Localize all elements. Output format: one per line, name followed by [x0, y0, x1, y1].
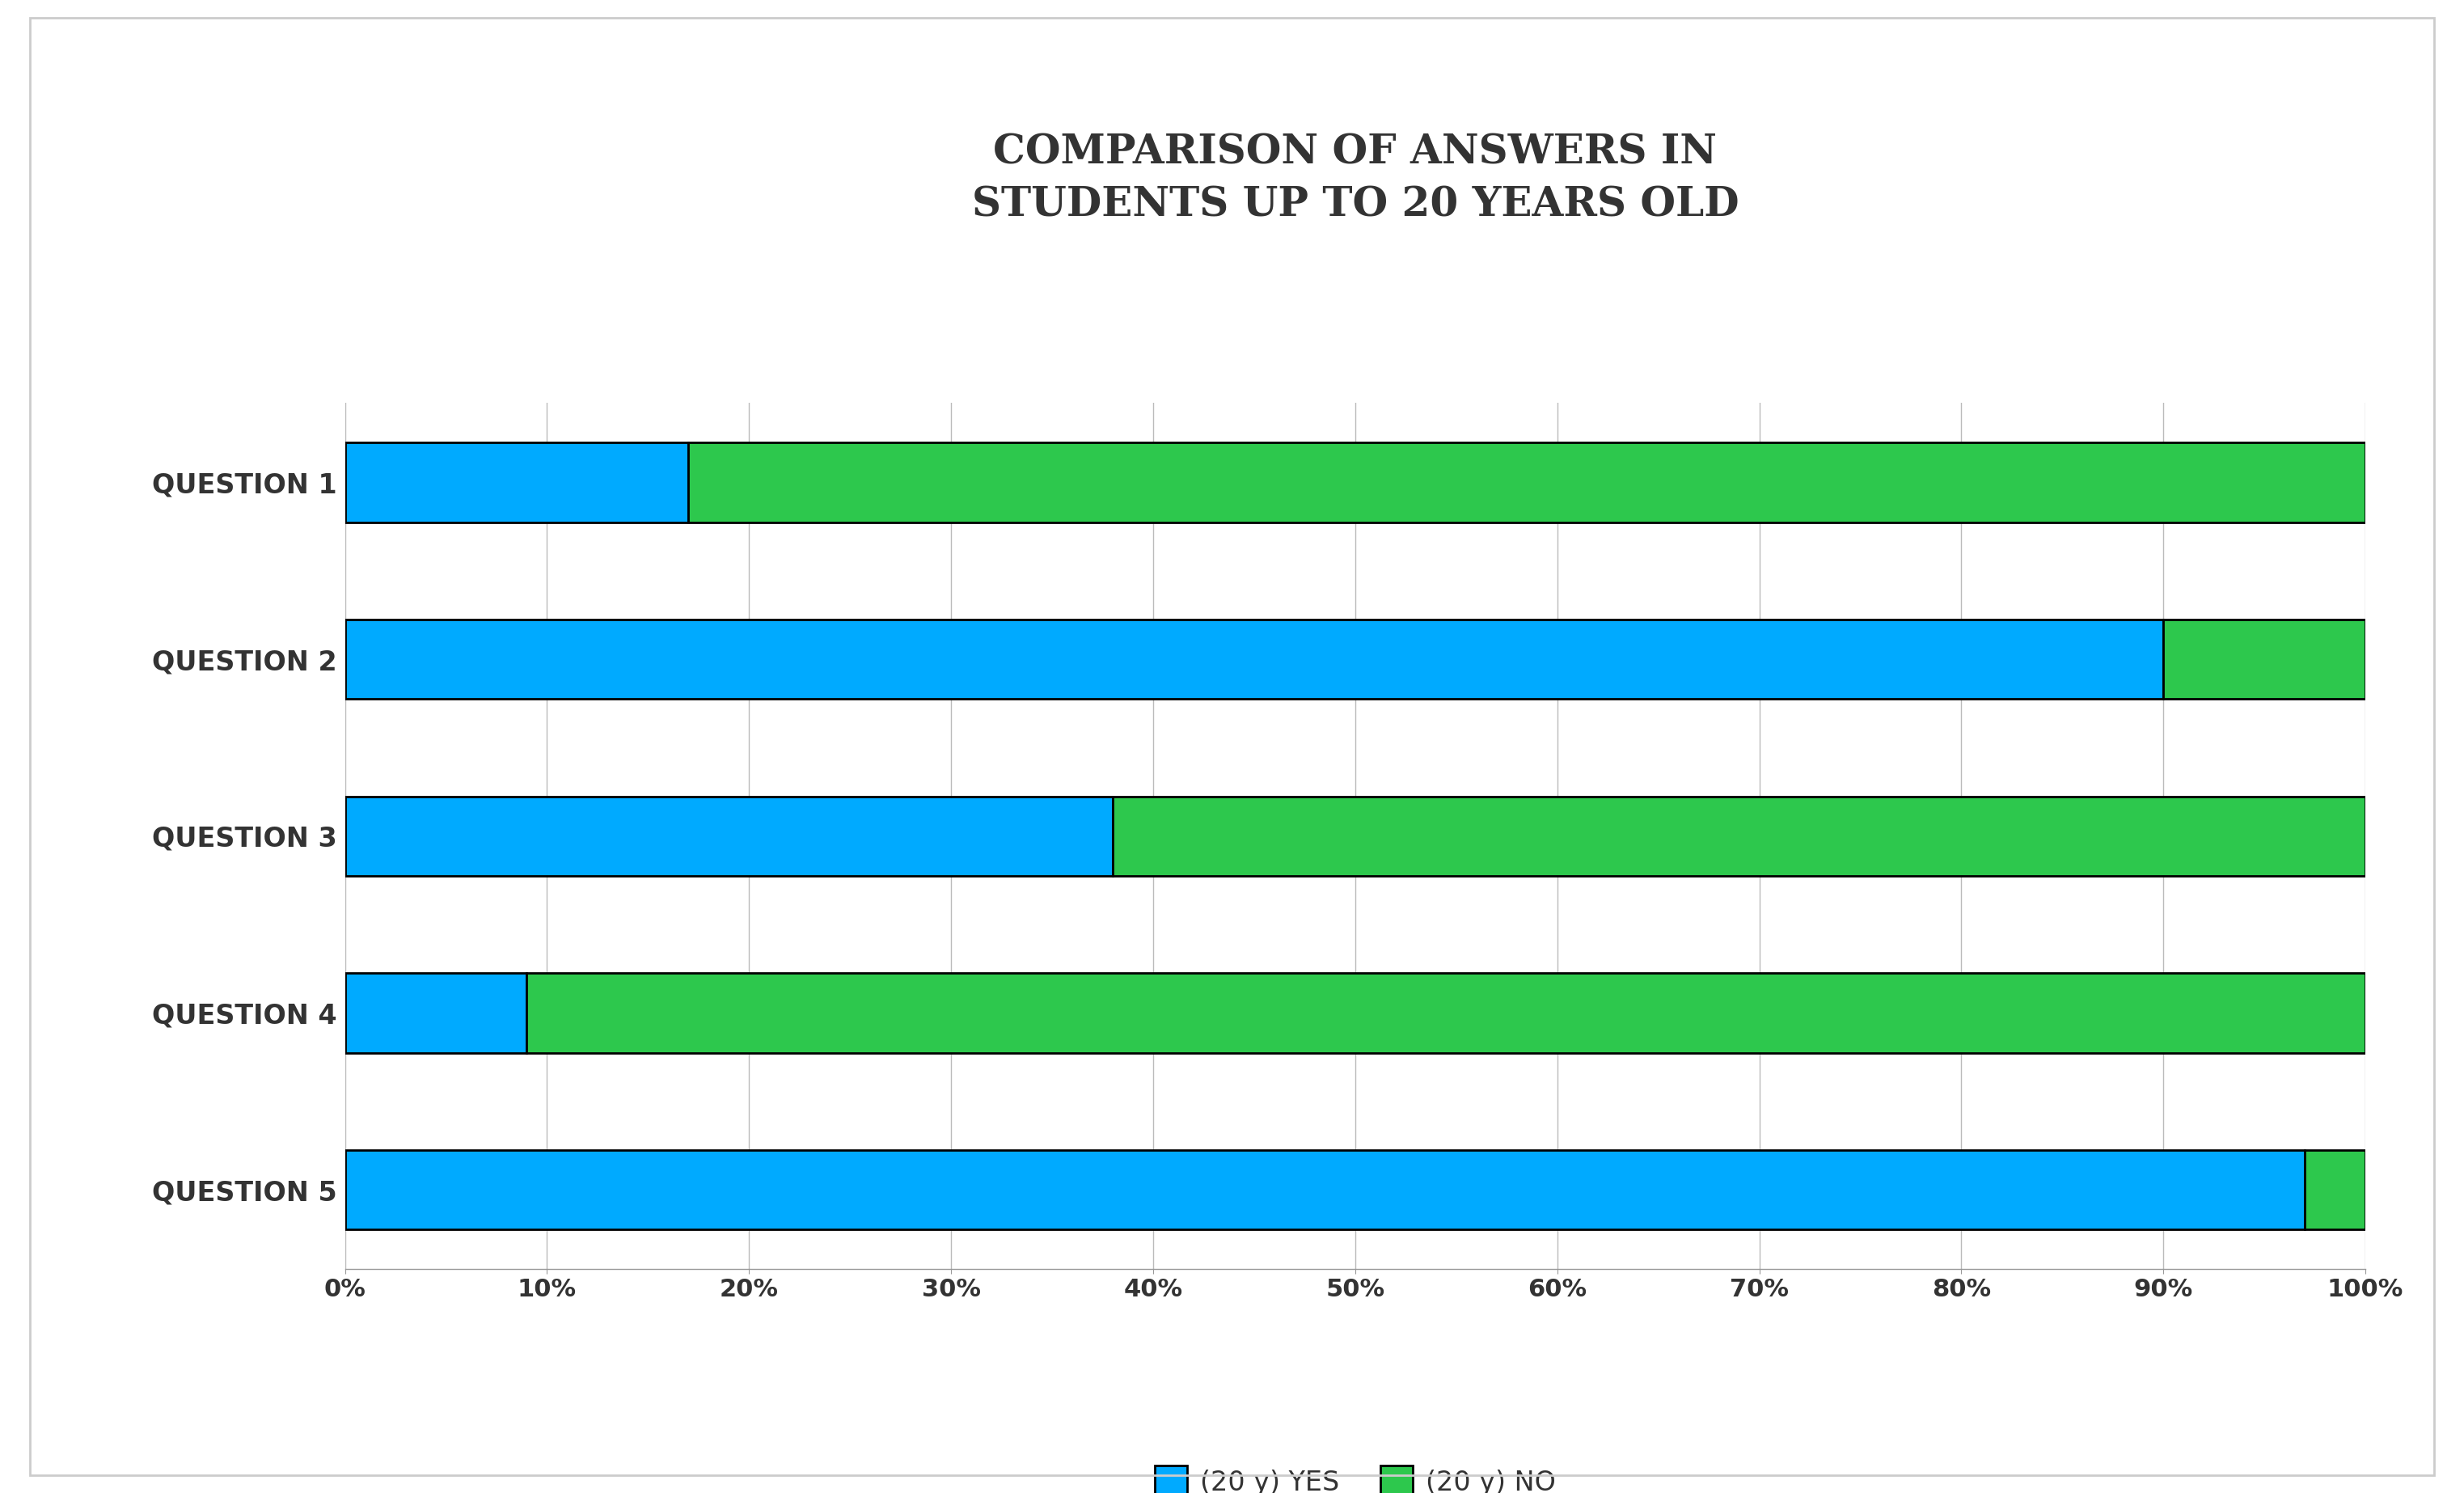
Bar [345, 442, 687, 523]
Bar [345, 620, 2163, 699]
Legend: (20 y) YES, (20 y) NO: (20 y) YES, (20 y) NO [1129, 1438, 1582, 1493]
Bar [2163, 620, 2365, 699]
Bar [1114, 796, 2365, 876]
Text: COMPARISON OF ANSWERS IN
STUDENTS UP TO 20 YEARS OLD: COMPARISON OF ANSWERS IN STUDENTS UP TO … [971, 133, 1740, 225]
Bar [345, 1150, 2304, 1230]
Bar [345, 973, 527, 1053]
Bar [527, 973, 2365, 1053]
Bar [687, 442, 2365, 523]
Bar [345, 796, 1114, 876]
Bar [2304, 1150, 2365, 1230]
